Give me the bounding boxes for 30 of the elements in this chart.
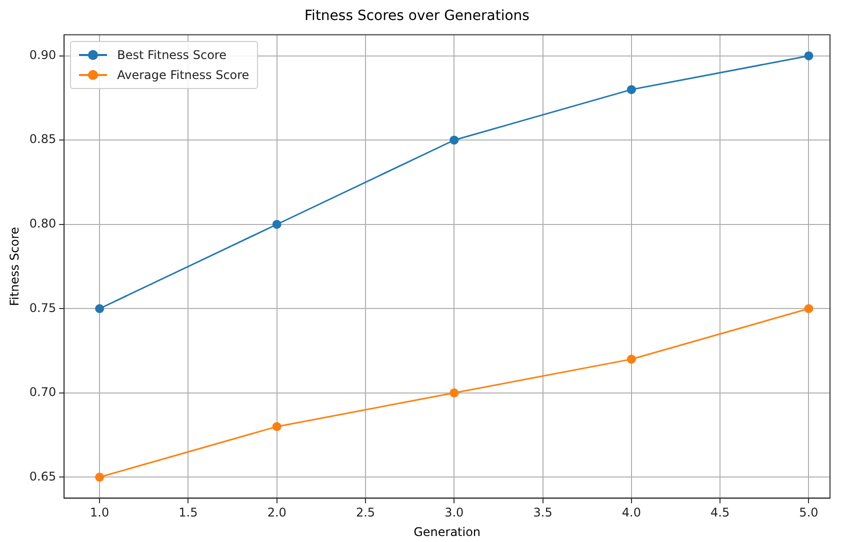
- x-tick-label: 3.0: [444, 506, 464, 520]
- y-tick-label: 0.70: [29, 385, 56, 400]
- y-tick-label: 0.75: [29, 300, 56, 315]
- x-axis-title: Generation: [414, 524, 481, 539]
- point: [450, 388, 459, 398]
- point: [626, 85, 636, 94]
- legend-label: Best Fitness Score: [117, 48, 226, 62]
- chart-title: Fitness Scores over Generations: [304, 8, 530, 24]
- x-tick-label: 4.0: [622, 506, 641, 520]
- x-tick-label: 1.5: [178, 506, 198, 520]
- y-axis-title: Fitness Score: [7, 227, 22, 306]
- x-tick-label: 3.5: [533, 506, 552, 520]
- point: [95, 304, 104, 314]
- y-tick-label: 0.85: [29, 132, 56, 146]
- point: [272, 422, 282, 432]
- point: [804, 304, 814, 314]
- y-tick-label: 0.90: [29, 48, 56, 62]
- point: [626, 354, 636, 364]
- x-tick-label: 5.0: [799, 506, 818, 520]
- point: [450, 136, 459, 145]
- x-tick-label: 1.0: [90, 506, 110, 520]
- point: [95, 472, 104, 482]
- y-tick-label: 0.65: [29, 469, 56, 484]
- x-tick-label: 4.5: [710, 506, 730, 520]
- point: [804, 51, 814, 60]
- x-tick-label: 2.0: [267, 506, 286, 520]
- x-tick-label: 2.5: [356, 506, 376, 520]
- point: [272, 220, 282, 229]
- y-tick-label: 0.80: [29, 216, 56, 230]
- legend-label: Average Fitness Score: [117, 68, 250, 82]
